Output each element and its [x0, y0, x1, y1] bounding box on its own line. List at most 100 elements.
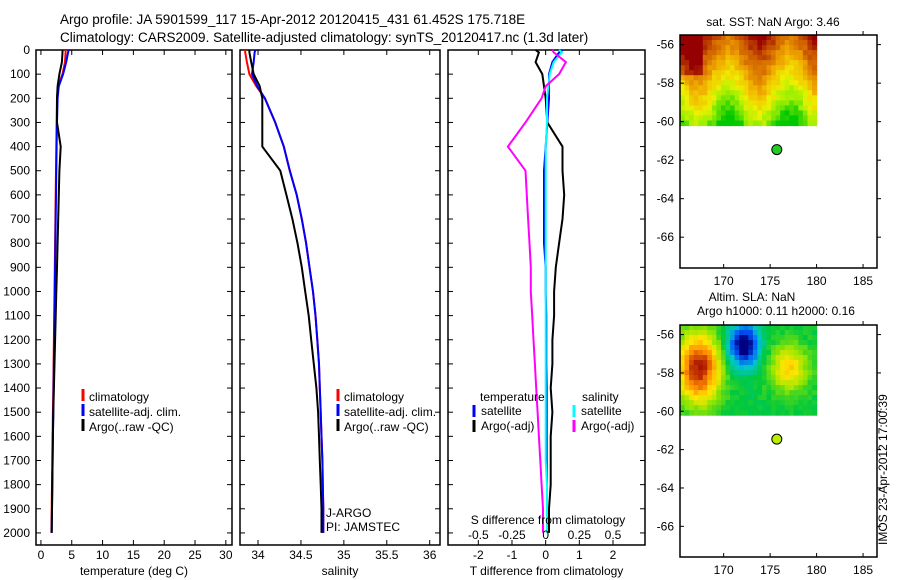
heatmap-cell — [702, 380, 708, 386]
heatmap-cell — [771, 335, 777, 341]
heatmap-cell — [711, 380, 718, 386]
heatmap-cell — [752, 50, 759, 56]
heatmap-cell — [734, 370, 740, 376]
heatmap-cell — [748, 390, 754, 396]
heatmap-cell — [757, 120, 763, 127]
heatmap-cell — [721, 70, 727, 76]
heatmap-cell — [802, 105, 809, 111]
heatmap-cell — [789, 120, 795, 127]
heatmap-cell — [775, 55, 781, 61]
heatmap-cell — [807, 385, 813, 391]
heatmap-cell — [771, 50, 777, 56]
heatmap-cell — [689, 350, 695, 356]
heatmap-cell — [802, 65, 809, 71]
heatmap-cell — [748, 115, 754, 121]
heatmap-cell — [748, 350, 754, 356]
heatmap-cell — [693, 80, 699, 86]
heatmap-cell — [793, 380, 799, 386]
heatmap-cell — [739, 50, 745, 56]
heatmap-cell — [680, 385, 686, 391]
heatmap-cell — [780, 70, 786, 76]
heatmap-cell — [748, 100, 754, 106]
heatmap-cell — [762, 370, 768, 376]
heatmap-cell — [725, 50, 731, 56]
heatmap-cell — [789, 75, 795, 81]
lon-tick-label: 175 — [760, 274, 780, 288]
x-tick-label: 15 — [127, 548, 141, 562]
heatmap-cell — [693, 85, 699, 91]
heatmap-cell — [711, 410, 718, 416]
heatmap-cell — [780, 380, 786, 386]
heatmap-cell — [762, 75, 768, 81]
heatmap-cell — [766, 40, 772, 46]
heatmap-cell — [748, 90, 754, 96]
heatmap-cell — [689, 55, 695, 61]
y-tick-label: 1100 — [4, 309, 30, 323]
heatmap-cell — [680, 115, 686, 121]
heatmap-cell — [812, 335, 818, 341]
heatmap-cell — [680, 335, 686, 341]
heatmap-cell — [789, 360, 795, 366]
heatmap-cell — [734, 405, 740, 411]
heatmap-cell — [793, 410, 799, 416]
heatmap-cell — [812, 330, 818, 336]
heatmap-cell — [743, 330, 749, 336]
heatmap-cell — [739, 390, 745, 396]
heatmap-cell — [680, 390, 686, 396]
heatmap-cell — [734, 85, 740, 91]
lon-tick-label: 180 — [807, 563, 827, 577]
heatmap-cell — [716, 355, 722, 361]
heatmap-cell — [711, 330, 718, 336]
heatmap-cell — [689, 330, 695, 336]
heatmap-cell — [784, 115, 790, 121]
heatmap-cell — [702, 115, 708, 121]
heatmap-cell — [707, 360, 713, 366]
heatmap-cell — [734, 360, 740, 366]
heatmap-cell — [780, 120, 786, 127]
heatmap-cell — [716, 360, 722, 366]
heatmap-cell — [730, 45, 736, 51]
x-tick-label: 1 — [576, 548, 583, 562]
heatmap-cell — [793, 330, 799, 336]
heatmap-cell — [716, 40, 722, 46]
heatmap-cell — [757, 340, 763, 346]
heatmap-cell — [780, 60, 786, 66]
heatmap-cell — [757, 405, 763, 411]
plot-frame — [239, 49, 441, 546]
heatmap-cell — [780, 85, 786, 91]
heatmap-cell — [721, 55, 727, 61]
heatmap-cell — [680, 65, 686, 71]
heatmap-cell — [775, 40, 781, 46]
heatmap-cell — [752, 95, 759, 101]
heatmap-cell — [793, 340, 799, 346]
heatmap-cell — [716, 390, 722, 396]
heatmap-cell — [689, 370, 695, 376]
heatmap-cell — [748, 60, 754, 66]
x-tick-label: 5 — [68, 548, 75, 562]
heatmap-cell — [711, 350, 718, 356]
heatmap-cell — [789, 330, 795, 336]
heatmap-cell — [789, 365, 795, 371]
heatmap-cell — [684, 340, 690, 346]
heatmap-cell — [757, 325, 763, 331]
heatmap-cell — [711, 95, 718, 101]
heatmap-cell — [762, 325, 768, 331]
heatmap-cell — [798, 395, 804, 401]
heatmap-cell — [748, 55, 754, 61]
heatmap-cell — [793, 85, 799, 91]
heatmap-cell — [762, 400, 768, 406]
heatmap-cell — [780, 345, 786, 351]
heatmap-cell — [812, 75, 818, 81]
heatmap-cell — [707, 40, 713, 46]
heatmap-cell — [762, 355, 768, 361]
heatmap-cell — [702, 100, 708, 106]
heatmap-cell — [793, 60, 799, 66]
heatmap-cell — [789, 395, 795, 401]
heatmap-cell — [684, 380, 690, 386]
heatmap-cell — [716, 80, 722, 86]
heatmap-cell — [739, 335, 745, 341]
heatmap-cell — [812, 100, 818, 106]
heatmap-cell — [798, 335, 804, 341]
heatmap-cell — [711, 65, 718, 71]
heatmap-cell — [771, 75, 777, 81]
